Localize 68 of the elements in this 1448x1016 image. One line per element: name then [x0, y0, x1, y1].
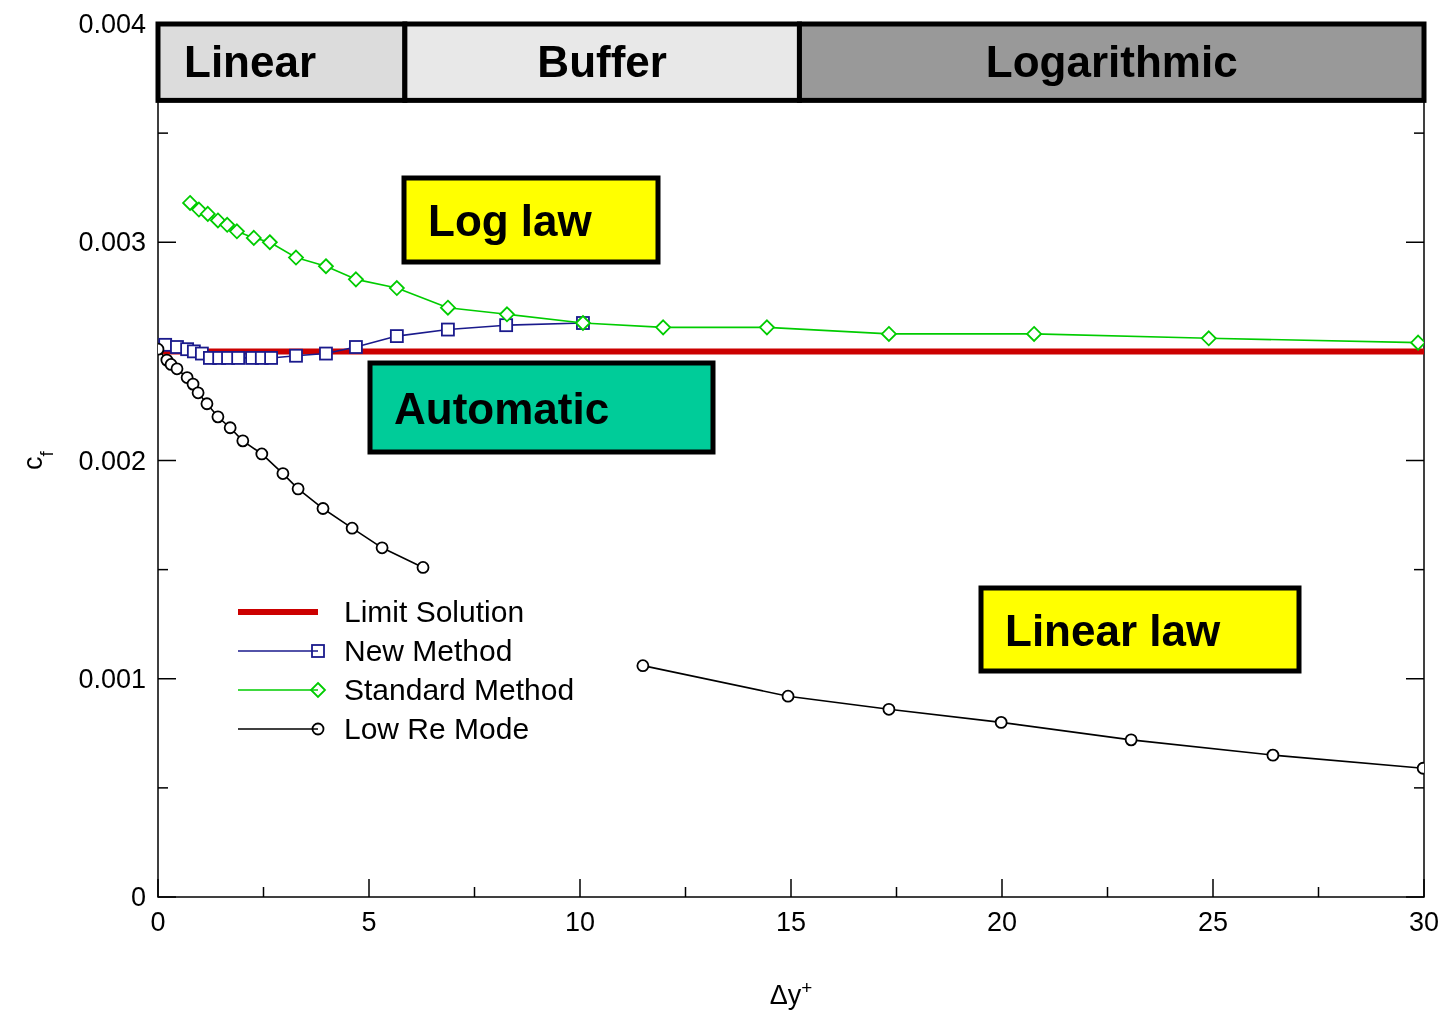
- annotation: Automatic: [394, 383, 610, 433]
- point: [375, 541, 389, 555]
- point: [170, 362, 184, 376]
- point: [231, 351, 246, 365]
- x-tick-label: 10: [564, 907, 596, 937]
- y-tick-label: 0: [130, 882, 146, 912]
- point: [881, 326, 897, 342]
- x-tick-label: 20: [986, 907, 1018, 937]
- point: [316, 502, 330, 515]
- point: [389, 329, 404, 343]
- y-tick-label: 0.002: [78, 445, 146, 476]
- point: [1200, 330, 1217, 347]
- x-axis-title: Δy$^{+}$: [769, 976, 813, 1010]
- point: [236, 434, 250, 448]
- x-tick-label: 25: [1197, 907, 1229, 937]
- point: [655, 319, 672, 336]
- x-tick-label: 0: [150, 907, 166, 937]
- legend-label: Limit Solution: [344, 595, 525, 628]
- point: [994, 716, 1008, 729]
- point: [416, 561, 430, 574]
- x-tick-label: 30: [1408, 907, 1440, 937]
- legend-label: New Method: [344, 634, 513, 667]
- point: [182, 195, 198, 211]
- x-tick-label: 15: [775, 907, 807, 937]
- point: [318, 258, 334, 275]
- point: [781, 689, 795, 703]
- point: [1410, 334, 1424, 351]
- point: [261, 234, 278, 251]
- point: [345, 521, 359, 535]
- band-label: Linear: [184, 37, 317, 87]
- point: [636, 659, 650, 673]
- point: [499, 318, 514, 333]
- legend-label: Low Re Mode: [344, 712, 530, 745]
- point: [1266, 748, 1280, 762]
- point: [245, 229, 262, 246]
- point: [264, 351, 278, 365]
- point: [499, 306, 515, 323]
- point: [1026, 326, 1042, 342]
- point: [388, 280, 405, 296]
- point: [349, 340, 363, 354]
- point: [255, 447, 269, 461]
- point: [200, 397, 214, 411]
- point: [440, 299, 456, 316]
- y-tick-label: 0.004: [78, 9, 146, 39]
- point: [289, 348, 303, 363]
- point: [348, 271, 364, 288]
- point: [319, 346, 333, 361]
- legend-label: Standard Method: [344, 673, 575, 706]
- point: [759, 319, 775, 336]
- point: [219, 216, 236, 233]
- point: [211, 410, 225, 424]
- x-tick-label: 5: [361, 907, 377, 937]
- point: [276, 467, 290, 480]
- point: [191, 386, 205, 400]
- band-label: Logarithmic: [985, 37, 1238, 87]
- y-tick-label: 0.003: [78, 227, 146, 258]
- point: [223, 421, 237, 435]
- point: [288, 249, 304, 266]
- band-label: Buffer: [537, 37, 667, 87]
- point: [229, 223, 245, 240]
- point: [441, 322, 455, 337]
- y-tick-label: 0.001: [78, 663, 146, 694]
- annotation: Linear law: [1005, 605, 1221, 655]
- annotation: Log law: [428, 196, 593, 245]
- point: [1124, 733, 1138, 747]
- point: [291, 482, 305, 496]
- point: [882, 702, 896, 716]
- point: [199, 205, 216, 222]
